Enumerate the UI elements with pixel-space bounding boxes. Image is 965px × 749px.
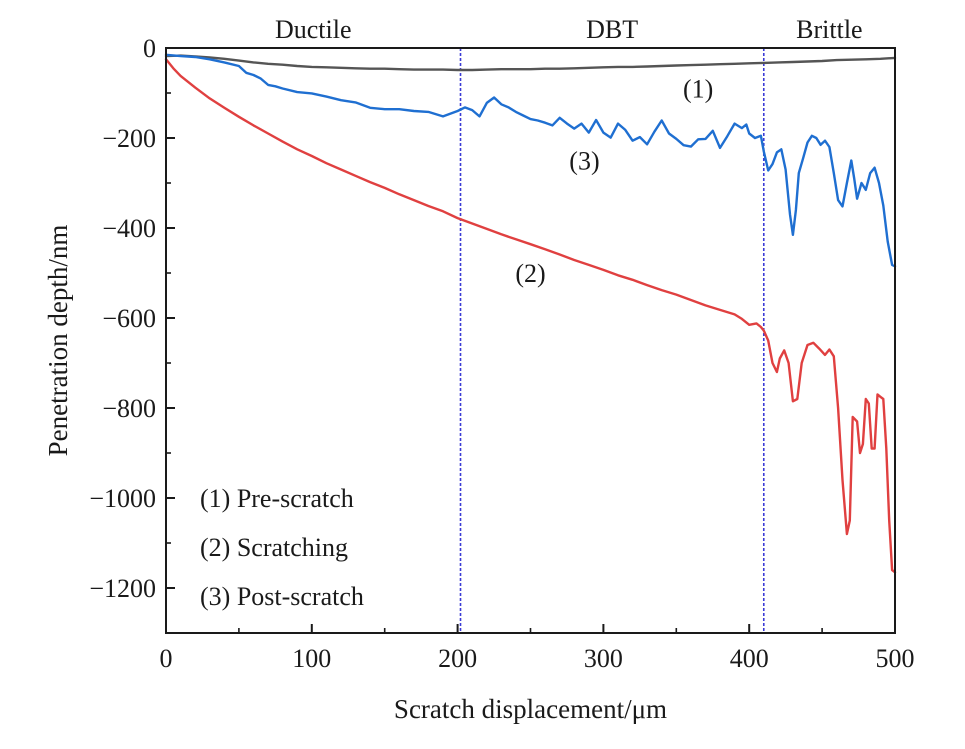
- curve-label-scratching: (2): [515, 259, 545, 288]
- curve-label-pre: (1): [683, 75, 713, 104]
- region-labels: Ductile DBT Brittle: [275, 15, 863, 44]
- y-tick-label-5: −1000: [89, 484, 156, 513]
- legend: (1) Pre-scratch (2) Scratching (3) Post-sc…: [200, 484, 364, 611]
- x-tick-label-0: 0: [160, 644, 173, 673]
- y-tick-label-1: −200: [102, 124, 156, 153]
- legend-entry-3: (3) Post-scratch: [200, 582, 364, 611]
- x-tick-label-200: 200: [438, 644, 477, 673]
- x-tick-label-100: 100: [292, 644, 331, 673]
- y-axis: 0 −200 −400 −600 −800 −1000 −1200: [89, 34, 175, 603]
- curve-labels: (1) (2) (3): [515, 75, 713, 289]
- x-tick-label-300: 300: [584, 644, 623, 673]
- x-axis-title: Scratch displacement/μm: [394, 694, 667, 724]
- curve-label-post: (3): [569, 147, 599, 176]
- y-tick-label-2: −400: [102, 214, 156, 243]
- y-tick-label-4: −800: [102, 394, 156, 423]
- y-tick-label-6: −1200: [89, 574, 156, 603]
- y-axis-title: Penetration depth/nm: [43, 225, 73, 457]
- legend-entry-1: (1) Pre-scratch: [200, 484, 354, 513]
- x-tick-label-500: 500: [876, 644, 915, 673]
- region-label-ductile: Ductile: [275, 15, 352, 44]
- y-tick-label-3: −600: [102, 304, 156, 333]
- x-tick-label-400: 400: [730, 644, 769, 673]
- region-label-brittle: Brittle: [796, 15, 862, 44]
- series-layer: [164, 53, 897, 574]
- series-line-pre: [164, 54, 897, 72]
- series-line-post: [164, 53, 897, 268]
- series-line-scratching: [164, 58, 897, 574]
- region-label-dbt: DBT: [586, 15, 638, 44]
- x-axis: 0 100 200 300 400 500: [160, 624, 915, 673]
- y-tick-label-0: 0: [143, 34, 156, 63]
- legend-entry-2: (2) Scratching: [200, 533, 348, 562]
